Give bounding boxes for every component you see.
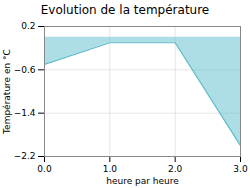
svg-text:1.0: 1.0 [103, 164, 118, 174]
svg-text:−1.4: −1.4 [14, 108, 36, 118]
svg-text:0.0: 0.0 [37, 164, 52, 174]
svg-text:0.2: 0.2 [21, 21, 35, 31]
svg-text:3.0: 3.0 [233, 164, 248, 174]
html-text:Evolution de la température: Evolution de la température [40, 3, 210, 17]
svg-text:−2.2: −2.2 [14, 151, 36, 161]
svg-text:2.0: 2.0 [168, 164, 183, 174]
svg-text:−0.6: −0.6 [14, 65, 36, 75]
svg-text:Température en °C: Température en °C [2, 49, 12, 135]
svg-text:heure par heure: heure par heure [106, 176, 179, 186]
